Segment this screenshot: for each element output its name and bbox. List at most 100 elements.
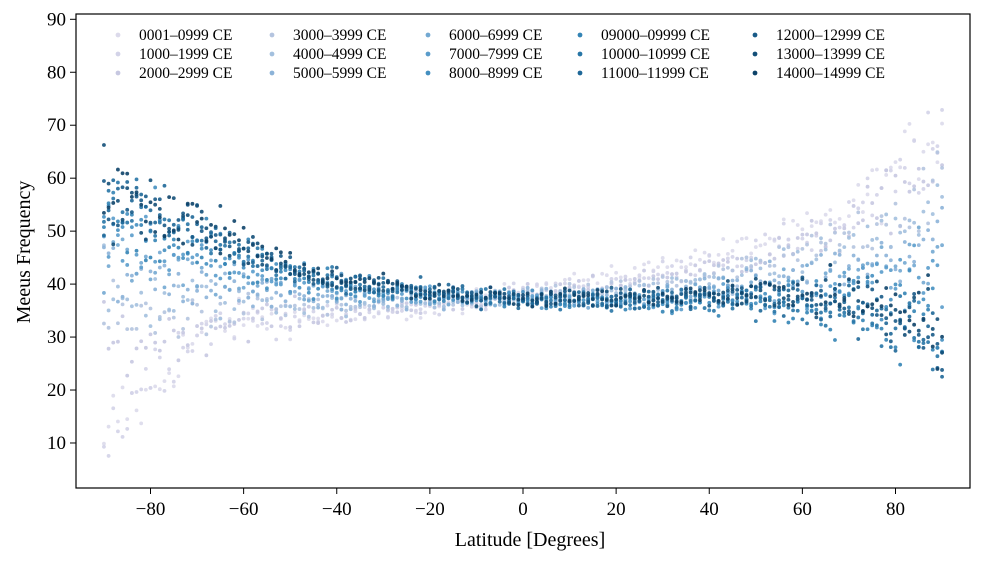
- data-point: [721, 263, 726, 268]
- data-point: [148, 277, 153, 282]
- data-point: [730, 278, 735, 283]
- data-point: [167, 317, 172, 321]
- data-point: [604, 289, 609, 294]
- data-point: [185, 349, 190, 354]
- data-point: [725, 288, 730, 293]
- data-point: [325, 276, 330, 281]
- data-point: [907, 254, 912, 259]
- data-point: [847, 266, 851, 271]
- legend-label: 3000–3999 CE: [293, 27, 386, 44]
- data-point: [590, 288, 595, 293]
- series-1: [102, 121, 944, 446]
- data-point: [712, 271, 716, 276]
- data-point: [199, 246, 204, 251]
- data-point: [376, 291, 381, 296]
- data-point: [907, 305, 912, 310]
- data-point: [386, 280, 390, 285]
- data-point: [898, 310, 903, 315]
- data-point: [688, 262, 693, 267]
- data-point: [851, 225, 856, 230]
- data-point: [316, 266, 321, 271]
- data-point: [847, 305, 851, 310]
- data-point: [725, 279, 730, 283]
- data-point: [777, 298, 781, 303]
- data-point: [353, 274, 358, 279]
- data-point: [111, 201, 116, 205]
- data-point: [847, 277, 851, 282]
- data-point: [218, 311, 223, 316]
- data-point: [362, 305, 367, 309]
- data-point: [604, 285, 609, 290]
- data-point: [241, 262, 246, 267]
- data-point: [809, 218, 814, 223]
- data-point: [702, 306, 707, 310]
- data-point: [902, 165, 907, 170]
- data-point: [684, 290, 688, 295]
- data-point: [861, 300, 865, 305]
- data-point: [539, 296, 544, 301]
- data-point: [334, 305, 339, 310]
- data-point: [460, 286, 465, 291]
- data-point: [116, 339, 120, 344]
- data-point: [255, 246, 260, 251]
- data-point: [660, 291, 665, 296]
- data-point: [102, 299, 106, 304]
- data-point: [842, 274, 847, 279]
- data-point: [530, 294, 535, 298]
- data-point: [241, 311, 246, 316]
- data-point: [921, 280, 926, 285]
- data-point: [376, 299, 381, 304]
- data-point: [237, 253, 241, 258]
- data-point: [418, 288, 423, 293]
- data-point: [735, 239, 740, 244]
- data-point: [581, 298, 586, 302]
- data-point: [474, 292, 479, 297]
- data-point: [479, 298, 483, 303]
- data-point: [805, 280, 809, 285]
- data-point: [800, 293, 805, 298]
- data-point: [744, 267, 749, 272]
- data-point: [902, 229, 907, 234]
- data-point: [828, 327, 833, 332]
- data-point: [777, 288, 781, 293]
- x-axis-label: Latitude [Degrees]: [455, 529, 605, 551]
- data-point: [246, 339, 251, 344]
- data-point: [316, 297, 321, 302]
- data-point: [884, 168, 889, 173]
- data-point: [265, 321, 269, 325]
- data-point: [218, 204, 223, 208]
- data-point: [907, 318, 912, 323]
- data-point: [688, 304, 693, 309]
- data-point: [353, 317, 358, 322]
- data-point: [274, 246, 279, 251]
- data-point: [297, 278, 302, 283]
- data-point: [502, 304, 507, 309]
- data-point: [940, 338, 944, 342]
- data-point: [376, 288, 381, 293]
- data-point: [507, 301, 511, 305]
- data-point: [721, 303, 726, 308]
- data-point: [330, 272, 334, 277]
- legend-marker: [269, 32, 275, 38]
- data-point: [916, 233, 921, 237]
- data-point: [842, 313, 847, 318]
- data-point: [828, 222, 833, 227]
- x-tick-label: 40: [700, 499, 719, 520]
- data-point: [372, 287, 376, 292]
- data-point: [134, 252, 139, 257]
- data-point: [935, 183, 940, 188]
- data-point: [157, 215, 162, 220]
- data-point: [181, 330, 185, 335]
- data-point: [707, 293, 712, 298]
- data-point: [576, 290, 581, 295]
- data-point: [274, 282, 279, 287]
- data-point: [502, 287, 507, 291]
- data-point: [618, 291, 623, 295]
- data-point: [278, 324, 283, 329]
- data-point: [558, 294, 563, 299]
- data-point: [311, 297, 316, 301]
- data-point: [763, 280, 768, 285]
- data-point: [348, 307, 353, 312]
- data-point: [916, 243, 921, 248]
